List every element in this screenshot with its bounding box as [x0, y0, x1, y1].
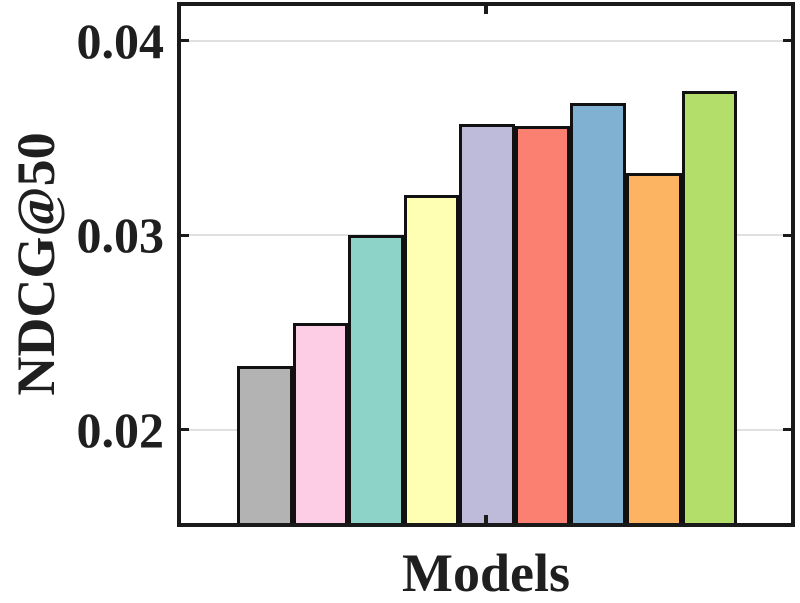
bar-7-blue [570, 103, 626, 527]
plot-area [177, 2, 795, 527]
x-tick-top-center [484, 2, 488, 14]
y-tick-label-0.02: 0.02 [76, 401, 165, 458]
bar-4-yellow [403, 195, 460, 527]
bars-group [237, 2, 738, 527]
y-tick-left-0.04 [177, 39, 189, 43]
y-tick-label-0.04: 0.04 [76, 12, 165, 69]
y-tick-right-0.04 [783, 39, 795, 43]
x-tick-bottom-center [484, 515, 488, 527]
bar-3-teal [348, 235, 404, 527]
gridline-0.04 [177, 39, 795, 42]
bar-6-salmon [514, 126, 571, 527]
bar-1-gray [237, 366, 293, 527]
y-tick-right-0.03 [783, 233, 795, 237]
y-tick-label-0.03: 0.03 [76, 207, 165, 264]
bar-9-green [681, 91, 738, 527]
y-tick-left-0.02 [177, 428, 189, 432]
axes-frame [177, 2, 795, 527]
y-tick-right-0.02 [783, 428, 795, 432]
x-axis-label: Models [402, 543, 570, 603]
bar-8-orange [625, 173, 682, 527]
y-tick-left-0.03 [177, 233, 189, 237]
bar-2-pink [292, 323, 349, 527]
bar-5-lavender [459, 124, 515, 527]
